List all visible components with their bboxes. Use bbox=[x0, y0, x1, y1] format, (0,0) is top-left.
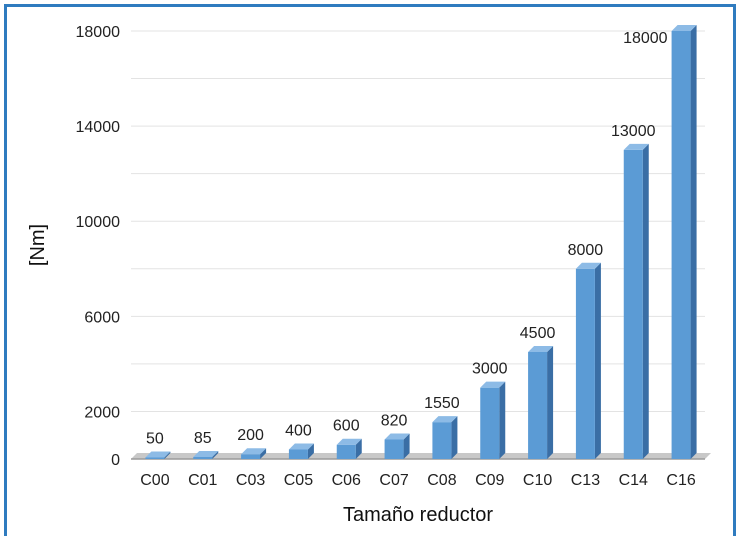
bar-front bbox=[384, 439, 404, 459]
bar-top bbox=[288, 443, 314, 450]
bar-top bbox=[336, 438, 362, 445]
bars bbox=[145, 25, 697, 459]
x-tick-label: C07 bbox=[379, 472, 408, 489]
x-tick-label: C16 bbox=[666, 472, 695, 489]
chart-frame bbox=[4, 4, 736, 536]
bar-front bbox=[336, 444, 356, 459]
data-label-C13: 8000 bbox=[568, 242, 604, 259]
data-label-C08: 1550 bbox=[424, 395, 460, 412]
x-tick-label: C09 bbox=[475, 472, 504, 489]
data-label-C01: 85 bbox=[194, 430, 212, 447]
bar-front bbox=[145, 457, 165, 459]
data-label-C00: 50 bbox=[146, 431, 164, 448]
y-axis-ticks: 0 2000 6000 10000 14000 18000 bbox=[76, 24, 121, 469]
y-tick-label: 18000 bbox=[76, 24, 121, 41]
bar-front bbox=[528, 352, 548, 459]
x-axis-ticks: C00 C01 C03 C05 C06 C07 C08 C09 C10 C13 C14 C16 bbox=[140, 472, 696, 489]
bar-front bbox=[193, 456, 213, 459]
bar-front bbox=[671, 31, 691, 459]
bar-top bbox=[528, 346, 554, 352]
y-tick-label: 0 bbox=[111, 452, 120, 469]
data-label-C10: 4500 bbox=[520, 325, 556, 342]
y-tick-label: 10000 bbox=[76, 214, 121, 231]
x-tick-label: C00 bbox=[140, 472, 169, 489]
data-label-C16: 18000 bbox=[623, 30, 668, 47]
bar-side bbox=[594, 262, 601, 459]
bar-top bbox=[193, 450, 219, 457]
bar-top bbox=[145, 451, 171, 458]
bar-C14 bbox=[623, 143, 649, 459]
data-label-C09: 3000 bbox=[472, 361, 508, 378]
bar-front bbox=[480, 387, 500, 459]
bar-C10 bbox=[528, 346, 554, 459]
y-tick-label: 6000 bbox=[84, 309, 120, 326]
bar-top bbox=[384, 433, 410, 440]
bar-side bbox=[499, 381, 506, 459]
floor-top bbox=[131, 453, 711, 459]
data-label-C14: 13000 bbox=[611, 123, 656, 140]
bar-C09 bbox=[480, 381, 506, 459]
x-tick-label: C14 bbox=[619, 472, 648, 489]
bar-side bbox=[451, 416, 458, 459]
bar-C01 bbox=[193, 450, 219, 459]
bar-top bbox=[432, 416, 458, 423]
x-tick-label: C03 bbox=[236, 472, 265, 489]
bar-side bbox=[642, 143, 649, 459]
bar-C08 bbox=[432, 416, 458, 459]
bar-C00 bbox=[145, 451, 171, 459]
bar-side bbox=[690, 25, 697, 459]
x-tick-label: C06 bbox=[332, 472, 361, 489]
bar-top bbox=[671, 25, 697, 31]
data-label-C06: 600 bbox=[333, 418, 360, 435]
bar-top bbox=[241, 448, 267, 455]
bar-C03 bbox=[241, 448, 267, 459]
data-labels: 50 85 200 400 600 820 1550 3000 4500 8000 13000 180… bbox=[146, 30, 668, 448]
bar-C07 bbox=[384, 433, 410, 459]
x-tick-label: C13 bbox=[571, 472, 600, 489]
bar-front bbox=[288, 449, 308, 459]
y-tick-label: 14000 bbox=[76, 119, 121, 136]
y-axis-title: [Nm] bbox=[27, 224, 49, 266]
bar-C16 bbox=[671, 25, 697, 459]
bar-side bbox=[307, 443, 314, 459]
bar-side bbox=[212, 450, 219, 459]
bar-C06 bbox=[336, 438, 362, 459]
x-tick-label: C01 bbox=[188, 472, 217, 489]
bar-front bbox=[241, 454, 261, 459]
x-tick-label: C05 bbox=[284, 472, 313, 489]
bar-top bbox=[623, 143, 649, 150]
bar-front bbox=[575, 268, 595, 459]
bar-front bbox=[623, 149, 643, 459]
x-axis-title: Tamaño reductor bbox=[343, 504, 493, 526]
data-label-C07: 820 bbox=[381, 413, 408, 430]
bar-side bbox=[403, 433, 410, 459]
gridlines bbox=[131, 30, 705, 460]
chart-floor bbox=[131, 453, 711, 460]
data-label-C03: 200 bbox=[237, 427, 264, 444]
bar-side bbox=[355, 438, 362, 459]
bar-side bbox=[260, 448, 267, 459]
bar-side bbox=[547, 346, 554, 459]
bar-side bbox=[164, 451, 171, 459]
data-label-C05: 400 bbox=[285, 422, 312, 439]
x-tick-label: C10 bbox=[523, 472, 552, 489]
bar-front bbox=[432, 422, 452, 459]
bar-C13 bbox=[575, 262, 601, 459]
y-tick-label: 2000 bbox=[84, 404, 120, 421]
bar-top bbox=[480, 381, 506, 388]
bar-C05 bbox=[288, 443, 314, 459]
bar-top bbox=[575, 262, 601, 269]
x-tick-label: C08 bbox=[427, 472, 456, 489]
